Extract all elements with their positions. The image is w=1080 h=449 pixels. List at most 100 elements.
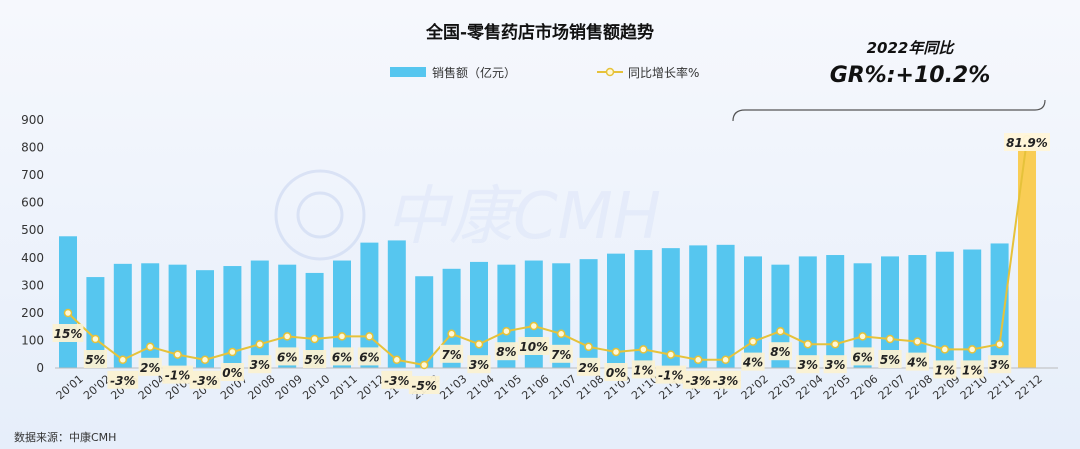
source-note: 数据来源：中康CMH — [14, 430, 116, 444]
y-tick-label: 400 — [21, 251, 44, 265]
growth-label-box — [741, 352, 765, 371]
bar-21-10 — [634, 250, 653, 368]
bar-21-03 — [442, 268, 461, 368]
bar-20-01 — [59, 236, 77, 368]
growth-label: 1% — [962, 363, 982, 377]
growth-point — [310, 334, 319, 344]
growth-label: 6% — [277, 350, 297, 364]
growth-point — [995, 339, 1004, 349]
growth-label-box — [357, 347, 381, 366]
growth-label-box — [440, 344, 464, 363]
y-tick-label: 200 — [21, 306, 44, 320]
watermark-logo-icon — [274, 169, 366, 261]
growth-label-box — [248, 355, 272, 374]
growth-label: 6% — [852, 350, 872, 364]
bar-20-03 — [113, 263, 132, 368]
growth-label-box — [710, 370, 741, 389]
growth-label: 0% — [606, 366, 626, 380]
growth-label: 7% — [441, 348, 461, 362]
growth-point — [611, 347, 621, 357]
annotation-line2: GR%:+10.2% — [830, 63, 991, 88]
growth-point — [173, 350, 182, 359]
growth-label-box — [381, 370, 413, 389]
bar-22-09 — [935, 251, 954, 368]
bars-group — [59, 147, 1036, 368]
y-tick-label: 700 — [21, 168, 44, 182]
growth-label-box — [52, 324, 84, 342]
growth-label: -3% — [192, 374, 217, 388]
bar-20-04 — [141, 263, 160, 368]
bar-21-12 — [689, 245, 708, 368]
growth-label-box — [138, 357, 162, 376]
growth-line — [67, 138, 1028, 367]
annotation-bracket — [732, 99, 1046, 122]
growth-point — [255, 339, 265, 349]
growth-label-box — [220, 363, 244, 381]
growth-label: -5% — [412, 379, 437, 393]
growth-label: -3% — [713, 374, 738, 388]
growth-label-box — [107, 370, 139, 389]
growth-point — [502, 326, 511, 336]
bar-22-08 — [908, 255, 927, 368]
y-tick-label: 600 — [21, 196, 44, 210]
growth-label: 3% — [989, 358, 1009, 372]
growth-point — [748, 337, 758, 346]
growth-point — [858, 332, 867, 341]
growth-label: 5% — [304, 353, 324, 367]
growth-label: 3% — [250, 358, 270, 372]
legend-line-marker — [605, 67, 615, 77]
growth-point — [803, 339, 813, 349]
growth-label-box — [577, 357, 601, 376]
bar-20-08 — [250, 260, 269, 368]
growth-label-box — [933, 360, 957, 379]
watermark: 中康CMH — [274, 169, 661, 261]
watermark-logo-inner — [296, 191, 344, 239]
watermark-text: 中康CMH — [385, 180, 661, 254]
y-axis: 0 100 200 300 400 500 600 700 800 900 — [21, 113, 44, 375]
growth-labels: 15%5%-3%2%-1% -3%0%3%6% 5% 6% 6%-3% -5%7%3%8%… — [52, 133, 1050, 394]
growth-label-box — [796, 355, 820, 374]
growth-point — [529, 321, 539, 331]
growth-label-box — [1004, 133, 1050, 151]
growth-label: 4% — [906, 356, 927, 370]
growth-label: 2% — [578, 361, 598, 375]
growth-point — [967, 345, 977, 354]
growth-point — [721, 355, 730, 365]
growth-point — [118, 355, 128, 365]
growth-label: 0% — [222, 366, 242, 380]
bar-21-01 — [387, 240, 406, 368]
legend-bar-swatch — [390, 67, 426, 77]
growth-point — [776, 326, 785, 336]
bar-20-07 — [223, 266, 242, 368]
growth-label-box — [768, 342, 792, 361]
growth-label-box — [189, 370, 221, 389]
growth-point — [913, 337, 922, 346]
growth-point — [337, 332, 347, 341]
y-tick-label: 0 — [36, 361, 44, 375]
bar-22-05 — [826, 255, 845, 368]
chart-title: 全国-零售药店市场销售额趋势 — [425, 22, 654, 43]
growth-label-box — [549, 344, 573, 363]
growth-label: 5% — [880, 353, 900, 367]
growth-label: -3% — [384, 374, 409, 388]
y-tick-label: 100 — [21, 333, 44, 347]
growth-point — [693, 355, 703, 365]
growth-point — [392, 355, 402, 365]
bar-22-04 — [798, 256, 817, 368]
legend-line-label: 同比增长率% — [628, 65, 699, 80]
growth-point — [63, 308, 73, 318]
growth-label-box — [303, 350, 327, 368]
bar-21-05 — [497, 264, 516, 368]
growth-label: 1% — [935, 363, 955, 377]
y-tick-label: 900 — [21, 113, 44, 127]
growth-label-box — [408, 376, 440, 394]
growth-label: 3% — [798, 358, 818, 372]
growth-label: 15% — [54, 327, 83, 341]
growth-point — [830, 339, 840, 349]
bar-21-07 — [552, 263, 571, 368]
bar-21-02 — [415, 276, 434, 368]
growth-label-box — [162, 365, 193, 384]
bar-22-01 — [716, 244, 735, 368]
